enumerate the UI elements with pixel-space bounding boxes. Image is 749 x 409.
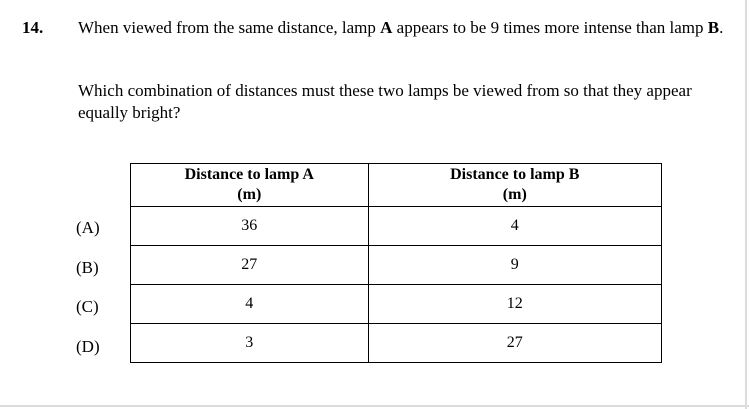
- question-prompt: Which combination of distances must thes…: [78, 81, 692, 122]
- stem-text-2: appears to be 9 times more intense than …: [392, 18, 708, 37]
- option-label-b[interactable]: (B): [76, 258, 99, 277]
- header-lamp-b: Distance to lamp B (m): [367, 163, 663, 207]
- cell-distance-a: 3: [130, 323, 369, 363]
- question-number: 14.: [22, 18, 44, 37]
- cell-distance-a: 36: [130, 206, 369, 246]
- table-row: 36 4: [130, 206, 663, 246]
- stem-text-1: When viewed from the same distance, lamp: [78, 18, 381, 37]
- cell-distance-a: 27: [130, 245, 369, 285]
- cell-distance-b: 9: [367, 245, 663, 285]
- cell-distance-b: 27: [367, 323, 663, 363]
- distance-table: Distance to lamp A (m) Distance to lamp …: [130, 163, 663, 363]
- cell-distance-b: 4: [367, 206, 663, 246]
- header-lamp-a-unit: (m): [237, 186, 262, 203]
- header-lamp-b-unit: (m): [502, 186, 527, 203]
- cell-distance-b: 12: [367, 284, 663, 324]
- header-lamp-a-title: Distance to lamp A: [184, 166, 314, 183]
- table-row: 4 12: [130, 284, 663, 324]
- cell-distance-a: 4: [130, 284, 369, 324]
- question-stem: When viewed from the same distance, lamp…: [78, 17, 728, 39]
- table-row: 27 9: [130, 245, 663, 285]
- header-lamp-b-title: Distance to lamp B: [450, 166, 580, 183]
- stem-lamp-b: B: [707, 18, 720, 37]
- table-header-row: Distance to lamp A (m) Distance to lamp …: [130, 163, 663, 207]
- option-label-c[interactable]: (C): [76, 297, 99, 316]
- option-label-d[interactable]: (D): [76, 337, 100, 356]
- table-row: 3 27: [130, 323, 663, 363]
- stem-text-3: .: [719, 18, 724, 37]
- option-label-a[interactable]: (A): [76, 218, 100, 237]
- stem-lamp-a: A: [380, 18, 393, 37]
- header-lamp-a: Distance to lamp A (m): [130, 163, 369, 207]
- page-border-bottom: [0, 405, 749, 407]
- page-border-right: [745, 0, 747, 409]
